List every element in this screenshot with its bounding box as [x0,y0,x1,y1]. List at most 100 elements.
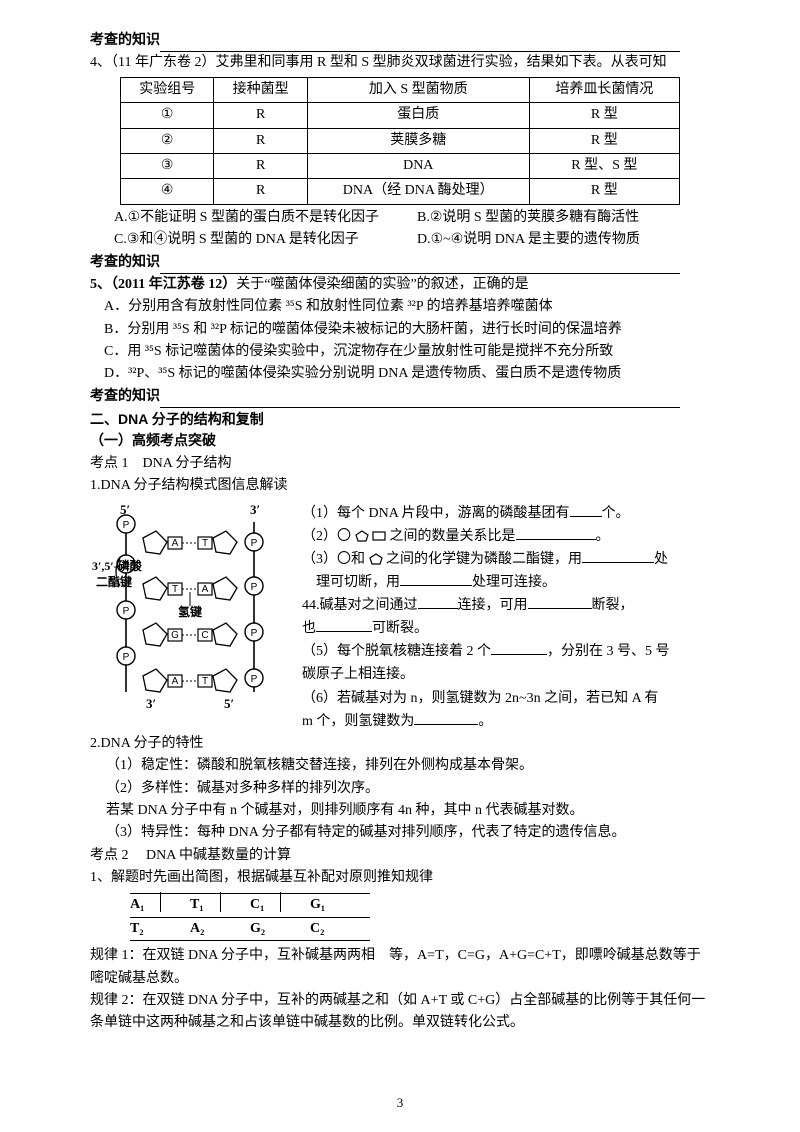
q-l5c: 断裂， [592,598,634,613]
section2-title: 二、DNA 分子的结构和复制 [90,408,710,430]
td-23: R 型、S 型 [529,153,679,178]
q-l7a: （5）每个脱氧核糖连接着 2 个 [302,644,491,659]
section2-sub: （一）高频考点突破 [90,431,710,453]
blank-5b [528,608,592,609]
tx2: （2）多样性：碱基对多种多样的排列次序。 [90,778,710,800]
td-20: ③ [121,153,214,178]
q-l10a: m 个，则氢键数为 [302,714,414,729]
td-30: ④ [121,179,214,204]
td-12: 荚膜多糖 [307,128,529,153]
q-l5b: 连接，可用 [458,598,528,613]
svg-text:P: P [251,582,258,593]
section-head-3: 考查的知识 [90,386,710,408]
tx1: （1）稳定性：磷酸和脱氧核糖交替连接，排列在外侧构成基本骨架。 [90,755,710,777]
q4-opt-a: A.①不能证明 S 型菌的蛋白质不是转化因子 [114,207,407,229]
kd2-title: 考点 2 DNA 中碱基数量的计算 [90,845,710,867]
q-l4a: 理可切断，用 [316,575,400,590]
td-31: R [214,179,307,204]
br2-0: T₂ [130,921,144,936]
svg-text:A: A [202,584,209,595]
q-l6a: 也 [302,621,316,636]
q-l3b: 之间的化学键为磷酸二酯键，用 [386,552,582,567]
blank-2 [516,539,596,540]
svg-text:A: A [172,676,179,687]
q-l2a: （2）〇 [302,529,351,544]
svg-text:T: T [172,584,178,595]
dna-phosphodiester-label-2: 二酯键 [96,574,132,589]
q-l6b: 可断裂。 [372,621,428,636]
td-11: R [214,128,307,153]
label-kaocha-3: 考查的知识 [90,389,160,404]
q-l8: 碳原子上相连接。 [302,663,710,686]
q4-opt-b: B.②说明 S 型菌的荚膜多糖有酶活性 [417,207,710,229]
q5-rest: 关于“噬菌体侵染细菌的实验”的叙述，正确的是 [236,277,528,292]
rect-icon [372,530,386,542]
td-02: 蛋白质 [307,103,529,128]
svg-text:G: G [171,630,179,641]
experiment-table: 实验组号 接种菌型 加入 S 型菌物质 培养皿长菌情况 ① R 蛋白质 R 型 … [120,77,680,205]
kd1-title: 考点 1 DNA 分子结构 [90,453,710,475]
q5-prefix: 5、（2011 年江苏卷 12） [90,277,236,292]
td-03: R 型 [529,103,679,128]
page-number: 3 [90,1093,710,1114]
q-l3a: （3）〇和 [302,552,365,567]
q-l7b: ，分别在 3 号、5 号 [547,644,670,659]
pentagon-icon [355,530,369,542]
kd1-1: 1.DNA 分子结构模式图信息解读 [90,475,710,497]
svg-text:T: T [202,676,208,687]
blank-7 [491,654,547,655]
td-21: R [214,153,307,178]
blank-4 [400,585,472,586]
q-l5a: 44.碱基对之间通过 [302,598,418,613]
br1-3: G₁ [310,897,325,912]
underline-3 [160,394,680,408]
q5-intro: 5、（2011 年江苏卷 12）关于“噬菌体侵染细菌的实验”的叙述，正确的是 [90,274,710,296]
blank-10 [414,724,478,725]
base-pair-diagram: A₁ T₁ C₁ G₁ T₂ A₂ G₂ C₂ [130,893,710,941]
svg-text:P: P [251,538,258,549]
br2-2: G₂ [250,921,265,936]
q5-opt-c: C．用 ³⁵S 标记噬菌体的侵染实验中，沉淀物存在少量放射性可能是搅拌不充分所致 [90,341,710,363]
svg-text:5′: 5′ [120,502,130,517]
blank-1 [570,516,602,517]
svg-text:A: A [172,538,179,549]
br1-1: T₁ [190,897,204,912]
kd2-1: 1、解题时先画出简图，根据碱基互补配对原则推知规律 [90,867,710,889]
label-kaocha-1: 考查的知识 [90,33,160,48]
td-10: ② [121,128,214,153]
q4-intro: 4、（11 年广东卷 2）艾弗里和同事用 R 型和 S 型肺炎双球菌进行实验，结… [90,52,710,74]
q-l1b: 个。 [602,506,630,521]
svg-text:P: P [123,520,130,531]
q-l1a: （1）每个 DNA 片段中，游离的磷酸基团有 [302,506,570,521]
svg-text:P: P [251,628,258,639]
q4-opt-c: C.③和④说明 S 型菌的 DNA 是转化因子 [114,229,407,251]
label-kaocha-2: 考查的知识 [90,255,160,270]
td-01: R [214,103,307,128]
th-1: 接种菌型 [214,77,307,102]
td-13: R 型 [529,128,679,153]
td-33: R 型 [529,179,679,204]
rule1: 规律 1：在双链 DNA 分子中，互补碱基两两相 等，A=T，C=G，A+G=C… [90,945,710,990]
q-l2b: 之间的数量关系比是 [390,529,516,544]
q4-opt-d: D.①~④说明 DNA 是主要的遗传物质 [417,229,710,251]
q5-opt-a: A．分别用含有放射性同位素 ³⁵S 和放射性同位素 ³²P 的培养基培养噬菌体 [90,296,710,318]
th-0: 实验组号 [121,77,214,102]
q5-opt-b: B．分别用 ³⁵S 和 ³²P 标记的噬菌体侵染未被标记的大肠杆菌，进行长时间的… [90,319,710,341]
tx4: （3）特异性：每种 DNA 分子都有特定的碱基对排列顺序，代表了特定的遗传信息。 [90,822,710,844]
svg-text:C: C [201,630,208,641]
br1-0: A₁ [130,897,144,912]
svg-text:5′: 5′ [224,696,234,711]
q-l2c: 。 [596,529,610,544]
th-3: 培养皿长菌情况 [529,77,679,102]
td-22: DNA [307,153,529,178]
dna-hbond-label: 氢键 [178,604,202,619]
svg-text:3′: 3′ [250,502,260,517]
blank-3 [582,562,654,563]
q-l9a: （6）若碱基对为 n，则氢键数为 2n~3n 之间，若已知 A 有 [302,687,710,710]
svg-text:T: T [202,538,208,549]
q-l3c: 处 [654,552,668,567]
underline-1 [160,38,680,52]
td-00: ① [121,103,214,128]
svg-text:P: P [123,606,130,617]
br1-2: C₁ [250,897,264,912]
